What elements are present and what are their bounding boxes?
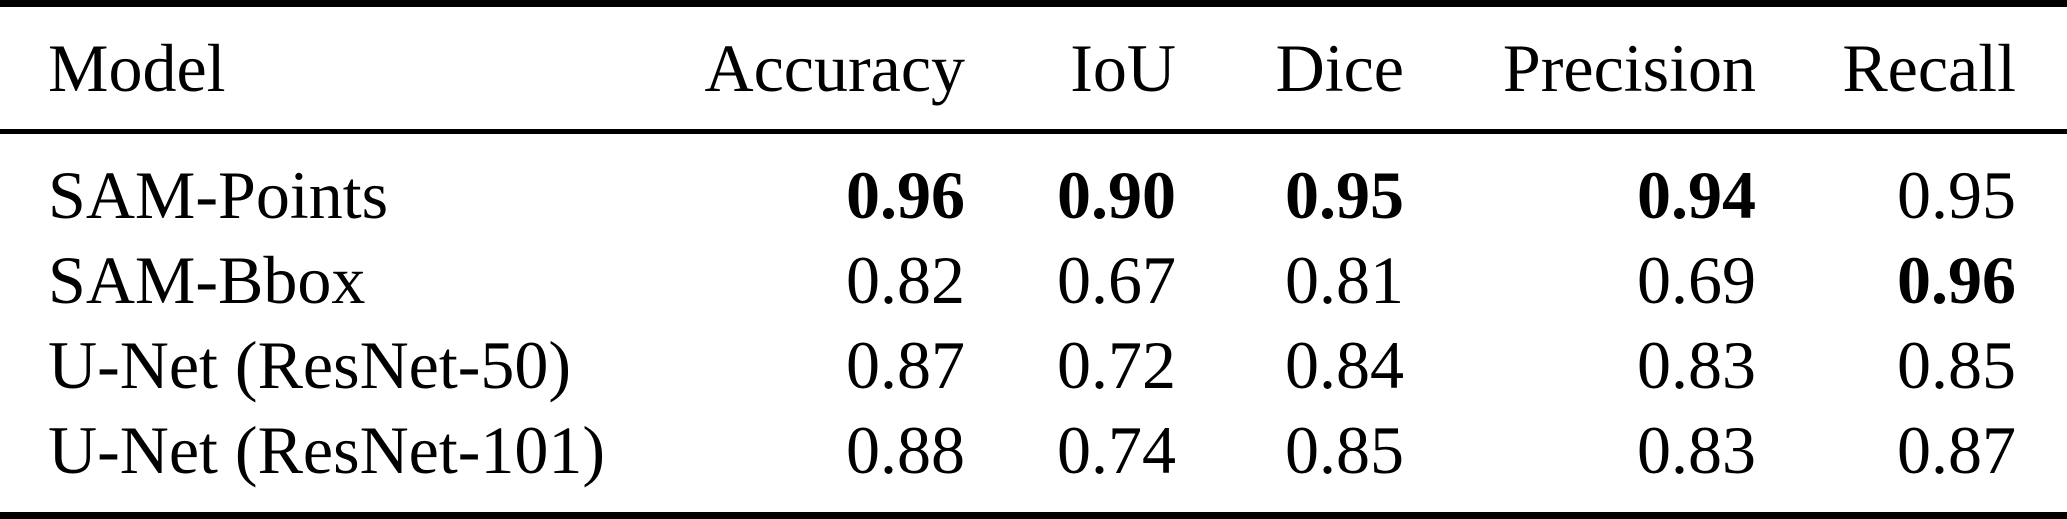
- metric-cell-precision: 0.83: [1637, 327, 1756, 403]
- metric-cell-dice: 0.95: [1285, 157, 1404, 233]
- metric-cell-iou: 0.67: [1057, 242, 1176, 318]
- table-row-sam-points: SAM-Points 0.96 0.90 0.95 0.94 0.95: [0, 132, 2067, 239]
- metric-cell-recall: 0.85: [1897, 327, 2016, 403]
- model-name-cell: U-Net (ResNet-101): [48, 412, 606, 488]
- metric-cell-accuracy: 0.88: [846, 412, 965, 488]
- metric-cell-iou: 0.90: [1057, 157, 1176, 233]
- model-name-cell: SAM-Points: [48, 157, 389, 233]
- metric-cell-dice: 0.84: [1285, 327, 1404, 403]
- column-header-model: Model: [0, 3, 560, 134]
- column-header-precision: Precision: [1404, 3, 1756, 134]
- metric-cell-precision: 0.69: [1637, 242, 1756, 318]
- metric-cell-recall: 0.96: [1897, 242, 2016, 318]
- column-header-recall: Recall: [1756, 3, 2067, 134]
- model-name-cell: U-Net (ResNet-50): [48, 327, 572, 403]
- column-header-iou: IoU: [965, 3, 1176, 134]
- column-header-accuracy: Accuracy: [560, 3, 965, 134]
- model-name-cell: SAM-Bbox: [48, 242, 366, 318]
- header-row: Model Accuracy IoU Dice Precision Recall: [0, 3, 2067, 134]
- metric-cell-accuracy: 0.96: [846, 157, 965, 233]
- table-row-unet-resnet50: U-Net (ResNet-50) 0.87 0.72 0.84 0.83 0.…: [0, 323, 2067, 408]
- table-row-unet-resnet101: U-Net (ResNet-101) 0.88 0.74 0.85 0.83 0…: [0, 408, 2067, 516]
- table-row-sam-bbox: SAM-Bbox 0.82 0.67 0.81 0.69 0.96: [0, 238, 2067, 323]
- metric-cell-iou: 0.72: [1057, 327, 1176, 403]
- metric-cell-dice: 0.85: [1285, 412, 1404, 488]
- metric-cell-recall: 0.87: [1897, 412, 2016, 488]
- metric-cell-precision: 0.94: [1637, 157, 1756, 233]
- metric-cell-precision: 0.83: [1637, 412, 1756, 488]
- metric-cell-iou: 0.74: [1057, 412, 1176, 488]
- metric-cell-accuracy: 0.82: [846, 242, 965, 318]
- metric-cell-accuracy: 0.87: [846, 327, 965, 403]
- column-header-dice: Dice: [1176, 3, 1404, 134]
- metric-cell-dice: 0.81: [1285, 242, 1404, 318]
- metric-cell-recall: 0.95: [1897, 157, 2016, 233]
